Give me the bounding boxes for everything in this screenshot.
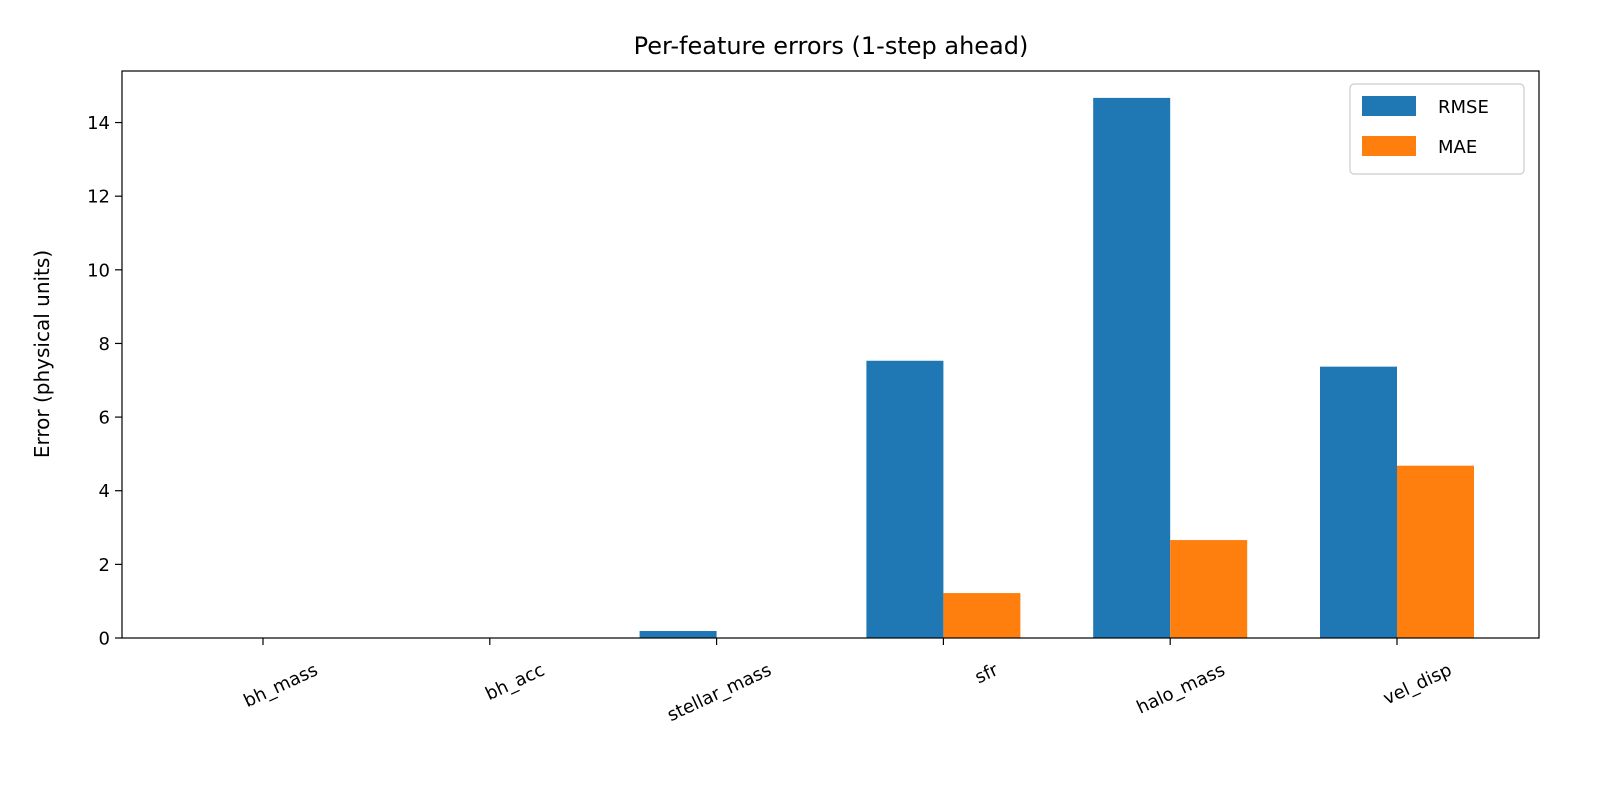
legend-label-mae: MAE	[1438, 137, 1477, 158]
y-tick-label-12: 12	[87, 187, 110, 208]
bar-mae-halo-mass	[1170, 540, 1248, 638]
y-tick-label-4: 4	[99, 481, 110, 502]
bar-rmse-vel-disp	[1320, 366, 1397, 638]
bar-rmse-stellar-mass	[639, 631, 717, 638]
y-tick-label-2: 2	[99, 555, 110, 576]
y-tick-label-8: 8	[99, 334, 110, 355]
legend-swatch-mae	[1362, 136, 1416, 156]
bars-layer	[639, 97, 1474, 638]
bar-rmse-sfr	[866, 360, 944, 638]
legend-label-rmse: RMSE	[1438, 97, 1489, 118]
bar-rmse-halo-mass	[1093, 97, 1171, 638]
legend-swatch-rmse	[1362, 96, 1416, 116]
chart-title: Per-feature errors (1-step ahead)	[634, 32, 1029, 60]
y-tick-label-0: 0	[99, 629, 110, 650]
y-tick-label-14: 14	[87, 113, 110, 134]
bar-mae-sfr	[943, 593, 1021, 638]
y-tick-label-10: 10	[87, 260, 110, 281]
y-axis-ticks: 0 2 4 6 8 10 12 14	[87, 113, 122, 650]
y-tick-label-6: 6	[99, 408, 110, 429]
y-axis-label: Error (physical units)	[30, 250, 54, 458]
legend: RMSE MAE	[1349, 83, 1525, 175]
plot-area-frame	[121, 70, 1540, 639]
bar-mae-vel-disp	[1397, 465, 1474, 638]
